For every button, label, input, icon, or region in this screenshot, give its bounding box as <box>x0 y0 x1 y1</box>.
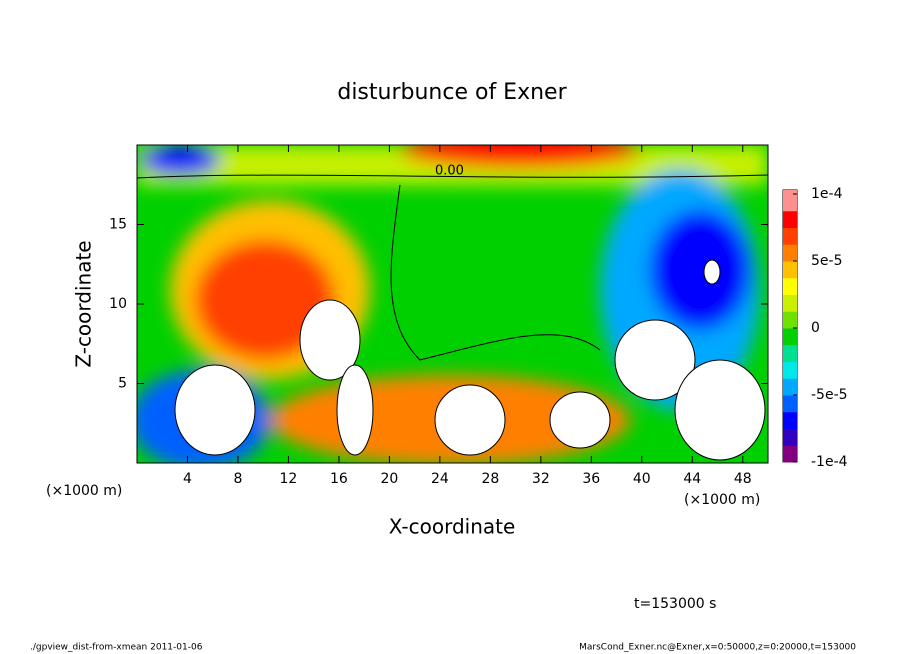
colorbar-segment <box>783 227 797 245</box>
white-region <box>336 364 374 456</box>
colorbar-tick-label: -5e-5 <box>811 387 848 403</box>
x-axis-label: X-coordinate <box>389 515 516 539</box>
x-tick-label: 28 <box>481 471 499 487</box>
blob <box>195 240 335 360</box>
x-tick-label: 20 <box>380 471 398 487</box>
y-tick-label: 15 <box>109 217 127 233</box>
y-unit: (×1000 m) <box>46 483 122 499</box>
y-tick-label: 5 <box>118 376 127 392</box>
x-tick-label: 48 <box>734 471 752 487</box>
x-tick-label: 36 <box>582 471 600 487</box>
chart-title: disturbunce of Exner <box>337 80 567 105</box>
colorbar-segment <box>783 261 797 279</box>
white-region <box>174 364 256 456</box>
white-region <box>614 319 696 401</box>
x-tick-label: 4 <box>183 471 192 487</box>
colorbar-segment <box>783 344 797 362</box>
x-tick-label: 40 <box>633 471 651 487</box>
blob <box>650 210 750 330</box>
colorbar-segment <box>783 395 797 413</box>
colorbar-segment <box>783 277 797 295</box>
x-tick-label: 44 <box>683 471 701 487</box>
colorbar-tick-label: 0 <box>811 320 820 336</box>
y-tick-label: 10 <box>109 296 127 312</box>
colorbar-tick-label: -1e-4 <box>811 454 848 470</box>
contour-label: 0.00 <box>435 164 464 179</box>
white-region <box>434 384 506 456</box>
colorbar-segment <box>783 311 797 329</box>
contour-line <box>390 184 601 361</box>
colorbar-segment <box>783 361 797 379</box>
x-tick-label: 8 <box>233 471 242 487</box>
blob <box>400 145 640 168</box>
colorbar-segment <box>783 294 797 312</box>
colorbar-segment <box>783 378 797 396</box>
field <box>137 145 768 463</box>
blob <box>140 145 220 175</box>
white-region <box>703 259 721 285</box>
x-unit: (×1000 m) <box>684 492 760 508</box>
white-region <box>549 391 611 449</box>
white-region <box>674 359 766 461</box>
white-region <box>299 299 361 381</box>
colorbar-segment <box>783 328 797 346</box>
colorbar-tick-label: 5e-5 <box>811 253 842 269</box>
time-label: t=153000 s <box>634 596 716 612</box>
colorbar-tick-label: 1e-4 <box>811 186 843 202</box>
y-axis-label: Z-coordinate <box>72 240 96 367</box>
colorbar-segment <box>783 210 797 228</box>
x-tick-label: 24 <box>431 471 449 487</box>
colorbar-segment <box>783 445 797 463</box>
colorbar-segment <box>783 411 797 429</box>
footer-left: ./gpview_dist-from-xmean 2011-01-06 <box>30 643 203 653</box>
colorbar-segment <box>783 194 797 212</box>
x-tick-label: 32 <box>532 471 550 487</box>
colorbar-segment <box>783 428 797 446</box>
x-tick-label: 16 <box>330 471 348 487</box>
colorbar-top <box>783 190 797 194</box>
contour-line <box>137 174 768 179</box>
footer-right: MarsCond_Exner.nc@Exner,x=0:50000,z=0:20… <box>579 643 856 653</box>
x-tick-label: 12 <box>280 471 298 487</box>
colorbar-segment <box>783 244 797 262</box>
